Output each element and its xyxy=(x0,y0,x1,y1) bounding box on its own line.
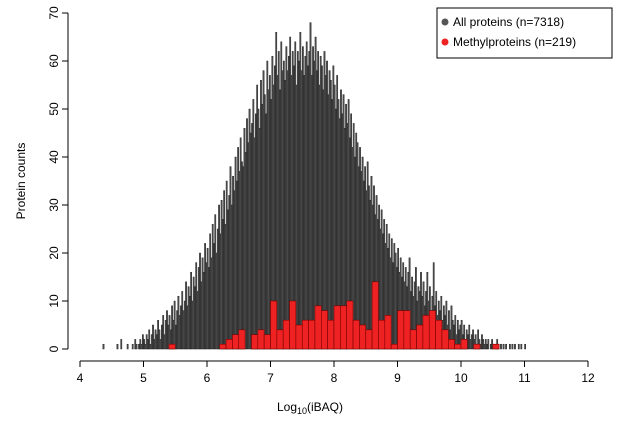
bar xyxy=(102,343,105,350)
bar xyxy=(441,329,449,350)
bar xyxy=(276,329,284,350)
bar xyxy=(384,315,392,350)
x-tick-label: 4 xyxy=(77,371,84,385)
bar xyxy=(403,310,411,350)
legend-marker xyxy=(441,18,449,26)
bar xyxy=(320,310,328,350)
x-tick-label: 11 xyxy=(518,371,531,385)
bar xyxy=(505,343,507,350)
bar xyxy=(168,343,176,350)
bar xyxy=(390,343,398,350)
x-title-sub: 10 xyxy=(297,406,307,416)
y-axis-title: Protein counts xyxy=(14,143,28,220)
y-tick-label: 10 xyxy=(47,294,61,308)
legend-label: Methylproteins (n=219) xyxy=(453,35,576,49)
y-tick-label: 20 xyxy=(47,246,61,260)
bar xyxy=(487,339,490,350)
x-title-part: (iBAQ) xyxy=(307,400,343,414)
bar xyxy=(409,329,417,350)
bar xyxy=(308,319,316,350)
bar xyxy=(238,329,246,350)
bar xyxy=(219,343,227,350)
y-tick-label: 70 xyxy=(47,6,61,20)
bar xyxy=(520,343,523,350)
y-tick-label: 30 xyxy=(47,198,61,212)
bar xyxy=(314,305,322,350)
bar xyxy=(346,300,354,350)
bar xyxy=(514,343,516,350)
bar xyxy=(232,334,240,350)
series xyxy=(102,22,526,350)
bar xyxy=(295,324,303,350)
bar xyxy=(447,339,455,350)
x-axis-title: Log10(iBAQ) xyxy=(277,400,343,416)
bar xyxy=(282,319,290,350)
x-tick-label: 12 xyxy=(581,371,595,385)
bar xyxy=(327,319,335,350)
legend-box xyxy=(436,7,613,59)
x-title-part: Log xyxy=(277,400,297,414)
bar xyxy=(359,324,367,350)
x-tick-label: 9 xyxy=(394,371,401,385)
x-tick-label: 7 xyxy=(267,371,274,385)
bar xyxy=(416,324,424,350)
bar xyxy=(435,319,443,350)
bar xyxy=(511,343,514,350)
legend-label: All proteins (n=7318) xyxy=(453,15,564,29)
bar xyxy=(524,343,526,350)
bar xyxy=(492,343,500,350)
bar xyxy=(460,339,468,350)
bar xyxy=(270,300,278,350)
bar xyxy=(352,319,360,350)
bar xyxy=(473,343,481,350)
bar xyxy=(422,315,430,350)
bar xyxy=(509,343,511,350)
bar xyxy=(126,343,129,350)
bar xyxy=(378,319,386,350)
bar xyxy=(162,315,165,350)
bar xyxy=(152,324,154,350)
bar xyxy=(428,310,436,350)
bar xyxy=(301,319,309,350)
bar xyxy=(116,343,119,350)
bar xyxy=(517,343,520,350)
bar xyxy=(131,343,134,350)
bar xyxy=(120,339,123,350)
bar xyxy=(289,300,297,350)
y-tick-label: 40 xyxy=(47,150,61,164)
bar xyxy=(500,343,502,350)
bar xyxy=(371,281,379,350)
bar xyxy=(251,334,259,350)
legend-marker xyxy=(441,38,449,46)
bar xyxy=(340,305,348,350)
bar xyxy=(454,343,462,350)
bar xyxy=(468,324,471,350)
bar xyxy=(225,339,233,350)
y-tick-label: 50 xyxy=(47,102,61,116)
bar xyxy=(333,305,341,350)
x-tick-label: 8 xyxy=(331,371,338,385)
series xyxy=(168,281,500,350)
bar xyxy=(257,329,265,350)
y-tick-label: 60 xyxy=(47,54,61,68)
bar xyxy=(148,329,151,350)
x-tick-label: 6 xyxy=(204,371,211,385)
x-tick-label: 10 xyxy=(454,371,468,385)
bar xyxy=(502,343,505,350)
x-tick-label: 5 xyxy=(140,371,147,385)
bar xyxy=(397,310,405,350)
y-tick-label: 0 xyxy=(47,345,61,352)
bar xyxy=(365,329,373,350)
bar xyxy=(135,343,138,350)
bar xyxy=(263,334,271,350)
